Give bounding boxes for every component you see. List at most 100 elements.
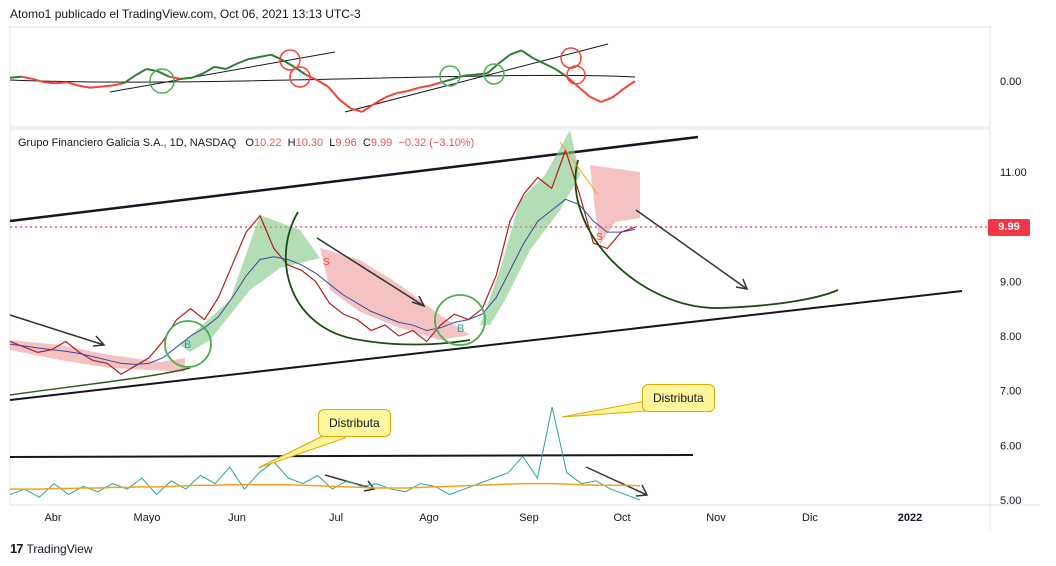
osc-sell-circle-1: [279, 49, 301, 71]
footer-brand-text: TradingView: [26, 541, 93, 556]
time-tick-label: Mayo: [134, 512, 161, 524]
symbol-legend: Grupo Financiero Galicia S.A., 1D, NASDA…: [18, 137, 475, 149]
support-curve-1: [9, 367, 191, 396]
osc-segment: [361, 103, 375, 113]
osc-sell-circle-4: [566, 65, 586, 85]
osc-segment: [611, 88, 625, 99]
price-tick-label: 8.00: [1000, 331, 1021, 343]
osc-segment: [600, 96, 613, 103]
volume-arrow-1: [585, 466, 648, 496]
oscillator-panel: [9, 26, 991, 128]
time-tick-label: Jun: [228, 512, 246, 524]
high-value: 10.30: [295, 137, 324, 149]
price-axis: 11.0010.009.008.007.006.005.00: [1000, 167, 1028, 507]
volume-threshold-line: [9, 454, 694, 458]
arrow-3: [635, 209, 748, 290]
osc-buy-circle-1: [149, 68, 175, 94]
oscillator-series: [9, 49, 636, 113]
orange-marker: [559, 141, 599, 196]
osc-sell-circle-3: [560, 47, 582, 69]
osc-segment: [77, 84, 90, 89]
symbol-name: Grupo Financiero Galicia S.A., 1D, NASDA…: [18, 137, 237, 149]
buy-circle-2: [434, 294, 486, 346]
osc-segment: [270, 53, 284, 62]
time-tick-label: Oct: [613, 512, 630, 524]
bear-cloud-2: [320, 248, 470, 340]
osc-segment: [464, 73, 477, 77]
osc-segment: [202, 65, 216, 75]
osc-segment: [589, 95, 602, 103]
buy-signal-label-2: B: [457, 323, 464, 335]
osc-segment: [157, 70, 170, 78]
osc-segment: [66, 81, 79, 87]
osc-segment: [112, 82, 124, 87]
osc-segment: [532, 57, 545, 65]
buy-signal-label-1: B: [184, 339, 191, 351]
volume-line: [9, 406, 641, 501]
osc-segment: [236, 58, 249, 65]
price-panel: [9, 128, 991, 506]
osc-segment: [89, 85, 102, 89]
osc-segment: [43, 81, 56, 85]
time-tick-label: Nov: [706, 512, 726, 524]
price-line: [9, 148, 636, 375]
osc-segment: [225, 62, 238, 70]
osc-segment: [259, 53, 272, 58]
bull-cloud-1: [180, 215, 320, 352]
osc-buy-circle-3: [483, 63, 505, 85]
osc-buy-circle-2: [439, 65, 461, 87]
buy-circle-1: [164, 320, 212, 368]
time-tick-label: Dic: [802, 512, 818, 524]
osc-segment: [327, 85, 341, 101]
osc-segment: [577, 85, 591, 98]
rounding-bottom-curve: [284, 211, 471, 346]
osc-segment: [509, 49, 522, 56]
osc-segment: [498, 53, 511, 65]
osc-segment: [566, 75, 579, 88]
osc-segment: [248, 55, 261, 61]
callout-distributa-2: Distributa: [642, 384, 715, 412]
osc-segment: [100, 84, 113, 88]
price-tick-label: 7.00: [1000, 386, 1021, 398]
time-tick-label: Sep: [519, 512, 539, 524]
volume-series: [9, 406, 641, 501]
osc-segment: [9, 75, 22, 79]
osc-segment: [55, 81, 67, 85]
low-value: 9.96: [335, 137, 357, 149]
arrow-1-head: [92, 335, 106, 347]
osc-segment: [430, 81, 443, 87]
osc-segment: [373, 96, 386, 106]
osc-segment: [180, 76, 192, 80]
change-value: −0.32 (−3.10%): [398, 137, 475, 149]
arrow-3-head: [735, 278, 749, 290]
time-tick-label: 2022: [898, 512, 922, 524]
arrow-1: [9, 314, 105, 346]
callout-pointer-2: [561, 400, 647, 418]
oscillator-trendline-1: [109, 51, 336, 93]
osc-segment: [316, 79, 329, 88]
osc-segment: [214, 65, 227, 70]
callout-distributa-1: Distributa: [318, 409, 391, 437]
osc-segment: [623, 80, 636, 90]
time-tick-label: Jul: [329, 512, 343, 524]
open-value: 10.22: [253, 137, 282, 149]
arrow-2-head: [411, 295, 426, 308]
osc-segment: [486, 62, 500, 75]
osc-segment: [384, 92, 397, 99]
tradingview-logo-icon: 17: [10, 541, 24, 556]
publish-header: Atomo1 publicado el TradingView.com, Oct…: [10, 7, 361, 21]
osc-segment: [134, 68, 147, 77]
current-price-tag: 9.99: [988, 219, 1030, 236]
osc-segment: [338, 99, 352, 110]
time-axis: Abr Mayo Jun Jul Ago Sep Oct Nov Dic 2022: [44, 512, 922, 524]
footer-brand[interactable]: 17 TradingView: [10, 541, 93, 556]
price-series: [9, 148, 636, 375]
bear-cloud-3: [590, 165, 640, 245]
bear-cloud-1: [10, 340, 185, 372]
volume-ma-line: [10, 482, 641, 490]
time-tick-label: Abr: [44, 512, 61, 524]
osc-segment: [520, 49, 534, 59]
osc-segment: [407, 86, 420, 92]
osc-segment: [32, 77, 45, 84]
